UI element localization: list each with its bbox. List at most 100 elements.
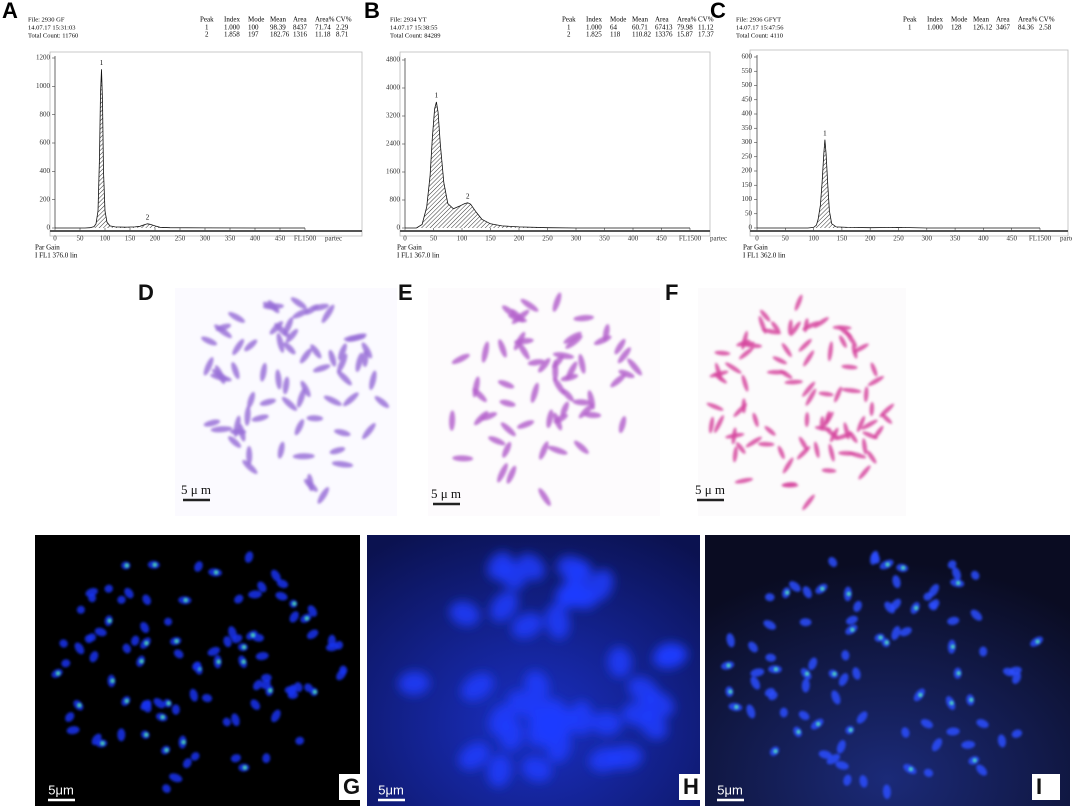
chromosome: [569, 701, 594, 735]
chromosome: [284, 686, 297, 695]
chromosome: [257, 581, 267, 593]
signal: [728, 690, 732, 694]
chromosome: [230, 754, 241, 763]
chromosome: [369, 370, 377, 391]
chromosome: [858, 465, 871, 480]
x-tick-label: 350: [225, 235, 236, 243]
chromosome: [552, 352, 575, 360]
y-tick-label: 550: [742, 67, 753, 75]
chromosome: [706, 402, 724, 411]
stats-header: Peak: [903, 16, 917, 24]
stats-cell: 11.18: [315, 31, 331, 39]
chromosome: [741, 398, 747, 414]
chromosome: [511, 612, 543, 639]
chromosome: [843, 774, 852, 786]
x-tick-label: 450: [656, 235, 667, 243]
x-tick-label: 350: [599, 235, 610, 243]
chromosome: [140, 621, 150, 634]
chromosome: [452, 455, 474, 462]
chromosome: [741, 374, 749, 392]
chromosome: [497, 380, 515, 389]
stats-cell: 1.000: [927, 24, 943, 32]
chromosome: [131, 635, 140, 646]
x-tick-label: FL1500: [679, 235, 702, 243]
chromosome: [171, 704, 180, 715]
signal: [850, 628, 854, 632]
signal: [182, 740, 186, 744]
stats-cell: 118: [610, 31, 621, 39]
chromosome: [539, 441, 549, 460]
x-tick-label: FL1500: [294, 235, 317, 243]
chromosome: [831, 690, 841, 705]
chromosome: [142, 594, 152, 606]
histogram-fill: [55, 69, 305, 228]
chromosome: [946, 727, 960, 736]
signal: [950, 701, 954, 705]
chromosome: [845, 615, 858, 625]
chromosome: [271, 709, 281, 723]
chromosome: [65, 712, 75, 722]
chromosome: [297, 387, 306, 408]
x-tick-label: 100: [808, 235, 819, 243]
chromosome: [563, 331, 582, 344]
chromosome: [510, 309, 524, 323]
chromosome: [952, 566, 961, 581]
signal: [251, 633, 255, 637]
footer: I FL1 362.0 lin: [743, 252, 786, 260]
chromosome: [285, 328, 299, 343]
chromosome: [275, 369, 282, 390]
y-tick-label: 150: [742, 181, 753, 189]
chromosome: [859, 775, 868, 788]
stats-cell: 17.37: [698, 31, 714, 39]
chromosome: [283, 342, 296, 355]
chromosome: [231, 634, 243, 644]
chromosome: [763, 620, 776, 630]
x-tick-label: 0: [755, 235, 759, 243]
x-tick-label: 0: [403, 235, 407, 243]
signal: [774, 667, 778, 671]
scale-label: 5μm: [717, 782, 743, 797]
chromosome: [251, 414, 269, 422]
chromosome: [852, 667, 861, 680]
chromosome: [732, 446, 738, 463]
y-tick-label: 1000: [36, 82, 51, 90]
chromosome: [331, 461, 354, 468]
chromosome: [117, 728, 126, 742]
chromosome: [228, 436, 242, 448]
micrograph: [698, 288, 906, 516]
stats-cell: 8437: [293, 24, 308, 32]
chromosome: [714, 350, 731, 356]
chromosome: [506, 465, 517, 484]
chromosome: [336, 370, 352, 386]
signal: [125, 699, 129, 703]
stats-header: Mean: [270, 16, 286, 24]
signal: [951, 645, 955, 649]
x-tick-label: 200: [150, 235, 161, 243]
signal: [184, 598, 188, 602]
chromosome: [802, 321, 820, 331]
y-tick-label: 100: [742, 195, 753, 203]
y-tick-label: 500: [742, 81, 753, 89]
chromosome: [627, 676, 659, 704]
brand: partec: [1060, 235, 1072, 243]
chromosome: [122, 643, 131, 654]
chromosome: [748, 641, 758, 653]
chromosome: [521, 756, 552, 782]
chromosome: [852, 343, 869, 354]
chromosome: [207, 646, 220, 656]
signal: [175, 639, 179, 643]
signal: [242, 660, 246, 664]
signal: [1036, 640, 1040, 644]
chromosome: [232, 338, 245, 356]
stats-cell: 98.39: [270, 24, 286, 32]
chromosome: [292, 308, 310, 319]
chromosome: [746, 704, 756, 719]
chromosome: [210, 373, 232, 382]
scale-label: 5μm: [48, 782, 74, 797]
chromosome: [274, 323, 290, 338]
chromosome: [276, 579, 289, 589]
signal: [313, 690, 317, 694]
chromosome: [343, 334, 366, 342]
chromosome: [472, 388, 487, 403]
chromosome: [85, 587, 98, 597]
